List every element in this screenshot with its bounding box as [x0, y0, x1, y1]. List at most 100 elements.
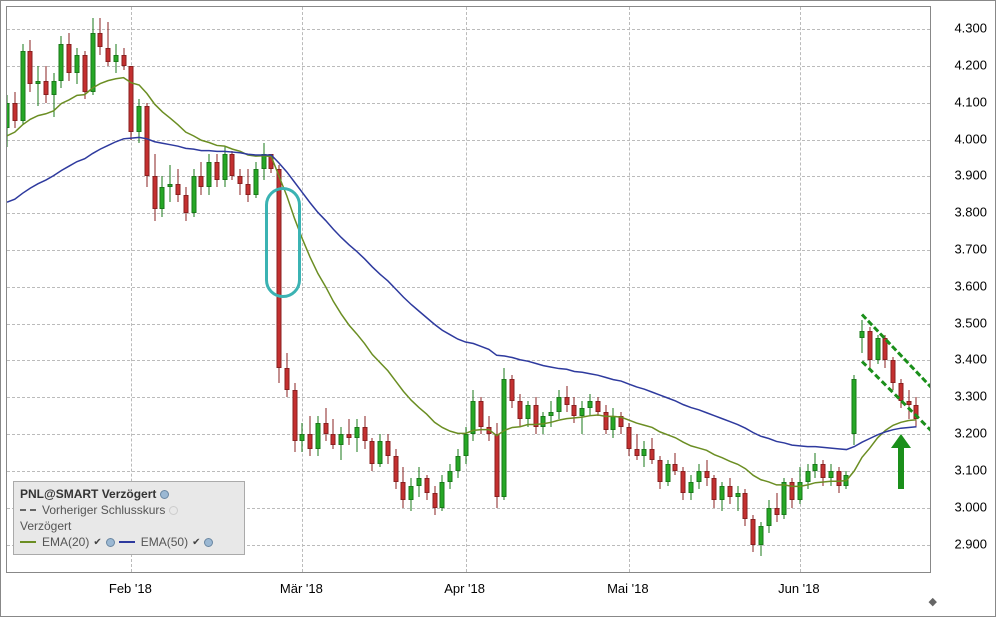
candle-body[interactable]	[766, 508, 771, 526]
candle-body[interactable]	[836, 471, 841, 486]
candle-body[interactable]	[214, 162, 219, 180]
candle-body[interactable]	[300, 434, 305, 441]
candle-body[interactable]	[222, 154, 227, 180]
candle-body[interactable]	[650, 449, 655, 460]
candle-body[interactable]	[440, 482, 445, 508]
candle-body[interactable]	[852, 379, 857, 434]
candle-body[interactable]	[144, 106, 149, 176]
candle-body[interactable]	[860, 331, 865, 338]
candle-body[interactable]	[510, 379, 515, 401]
candle-body[interactable]	[704, 471, 709, 478]
check-icon[interactable]: ✔	[192, 537, 200, 548]
candle-body[interactable]	[533, 405, 538, 427]
candle-body[interactable]	[339, 434, 344, 445]
candle-body[interactable]	[712, 478, 717, 500]
candle-body[interactable]	[805, 471, 810, 482]
candle-body[interactable]	[727, 486, 732, 497]
check-icon[interactable]: ✔	[93, 537, 101, 548]
candle-body[interactable]	[696, 471, 701, 482]
candle-body[interactable]	[790, 482, 795, 500]
candle-body[interactable]	[657, 460, 662, 482]
candle-body[interactable]	[28, 51, 33, 84]
candle-body[interactable]	[673, 464, 678, 471]
candle-body[interactable]	[401, 482, 406, 500]
candle-body[interactable]	[59, 44, 64, 81]
candle-body[interactable]	[378, 441, 383, 463]
candle-body[interactable]	[6, 103, 10, 129]
candle-body[interactable]	[587, 401, 592, 408]
candle-body[interactable]	[813, 464, 818, 471]
info-dot-icon[interactable]	[106, 538, 115, 547]
candle-body[interactable]	[113, 55, 118, 62]
candle-body[interactable]	[595, 401, 600, 412]
candle-body[interactable]	[393, 456, 398, 482]
candle-body[interactable]	[90, 33, 95, 92]
candle-body[interactable]	[191, 176, 196, 213]
candle-body[interactable]	[82, 55, 87, 92]
candle-body[interactable]	[354, 427, 359, 438]
candle-body[interactable]	[74, 55, 79, 73]
candle-body[interactable]	[168, 184, 173, 188]
candle-body[interactable]	[681, 471, 686, 493]
candle-body[interactable]	[782, 482, 787, 515]
candle-body[interactable]	[137, 106, 142, 132]
candle-body[interactable]	[370, 441, 375, 463]
candle-body[interactable]	[828, 471, 833, 478]
candle-body[interactable]	[238, 176, 243, 183]
candle-body[interactable]	[774, 508, 779, 515]
candle-body[interactable]	[448, 471, 453, 482]
candle-body[interactable]	[199, 176, 204, 187]
candle-body[interactable]	[67, 44, 72, 73]
candle-body[interactable]	[183, 195, 188, 213]
candle-body[interactable]	[160, 187, 165, 209]
candle-body[interactable]	[51, 81, 56, 96]
candle-body[interactable]	[844, 475, 849, 486]
candle-body[interactable]	[572, 405, 577, 416]
candle-body[interactable]	[580, 408, 585, 415]
candle-body[interactable]	[626, 427, 631, 449]
candle-body[interactable]	[416, 478, 421, 485]
candle-body[interactable]	[743, 493, 748, 519]
candle-body[interactable]	[471, 401, 476, 434]
candle-body[interactable]	[541, 416, 546, 427]
candle-body[interactable]	[463, 434, 468, 456]
candle-body[interactable]	[106, 48, 111, 63]
candle-body[interactable]	[525, 405, 530, 420]
candle-body[interactable]	[347, 434, 352, 438]
candle-body[interactable]	[518, 401, 523, 419]
candle-body[interactable]	[556, 397, 561, 412]
candle-body[interactable]	[323, 423, 328, 434]
candle-body[interactable]	[642, 449, 647, 456]
candle-body[interactable]	[494, 434, 499, 497]
candle-body[interactable]	[549, 412, 554, 416]
candle-body[interactable]	[261, 154, 266, 169]
candle-body[interactable]	[121, 55, 126, 66]
candle-body[interactable]	[758, 526, 763, 544]
candle-body[interactable]	[821, 464, 826, 479]
candle-body[interactable]	[502, 379, 507, 497]
candle-body[interactable]	[98, 33, 103, 48]
candle-body[interactable]	[455, 456, 460, 471]
candle-body[interactable]	[20, 51, 25, 121]
candle-body[interactable]	[292, 390, 297, 442]
candle-body[interactable]	[253, 169, 258, 195]
candle-body[interactable]	[362, 427, 367, 442]
candle-body[interactable]	[315, 423, 320, 449]
candle-body[interactable]	[43, 81, 48, 96]
candle-body[interactable]	[245, 184, 250, 195]
candle-body[interactable]	[176, 184, 181, 195]
candle-body[interactable]	[479, 401, 484, 427]
candle-body[interactable]	[486, 427, 491, 434]
info-dot-icon[interactable]	[204, 538, 213, 547]
candle-body[interactable]	[230, 154, 235, 176]
info-dot-icon[interactable]	[160, 490, 169, 499]
candle-body[interactable]	[36, 81, 41, 85]
candle-body[interactable]	[665, 464, 670, 482]
candle-body[interactable]	[129, 66, 134, 132]
candle-body[interactable]	[867, 331, 872, 360]
candle-body[interactable]	[152, 176, 157, 209]
candle-body[interactable]	[385, 441, 390, 456]
candle-body[interactable]	[797, 482, 802, 500]
candle-body[interactable]	[603, 412, 608, 430]
candle-body[interactable]	[409, 486, 414, 501]
